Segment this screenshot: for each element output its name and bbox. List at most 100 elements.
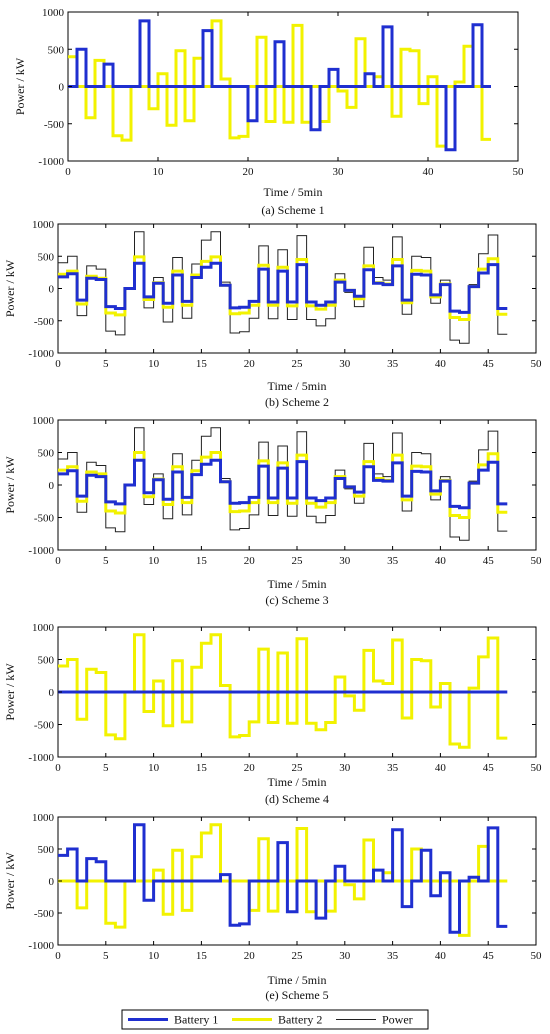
y-tick-label: 0 — [59, 82, 65, 94]
series-line-battery-1 — [68, 19, 491, 152]
x-tick-label: 45 — [483, 555, 495, 567]
y-tick-label: 1000 — [32, 219, 55, 231]
y-tick-label: -500 — [34, 513, 55, 525]
x-tick-label: 40 — [423, 166, 435, 178]
x-tick-label: 10 — [148, 358, 160, 370]
x-tick-label: 40 — [435, 555, 447, 567]
y-tick-label: -1000 — [28, 940, 54, 952]
x-axis-label: Time / 5min — [264, 185, 323, 199]
x-tick-label: 5 — [103, 950, 109, 962]
legend-label-battery-2: Battery 2 — [278, 1013, 322, 1027]
y-tick-label: 500 — [38, 448, 55, 460]
x-tick-label: 10 — [148, 762, 160, 774]
x-tick-label: 0 — [65, 166, 71, 178]
chart-panel: 0 10 20 30 40 50 1000 500 0 -500 -1000 Time / 5min P… — [13, 7, 524, 217]
y-tick-label: 0 — [49, 876, 55, 888]
y-tick-label: 500 — [38, 844, 55, 856]
x-tick-label: 40 — [435, 950, 447, 962]
y-tick-label: 500 — [38, 251, 55, 263]
x-tick-label: 35 — [387, 950, 399, 962]
x-tick-label: 50 — [513, 166, 525, 178]
x-tick-label: 5 — [103, 358, 109, 370]
y-tick-label: -500 — [34, 908, 55, 920]
x-tick-label: 30 — [339, 762, 351, 774]
y-tick-label: -1000 — [28, 752, 54, 764]
y-tick-label: 1000 — [32, 415, 55, 427]
y-tick-label: 0 — [49, 687, 55, 699]
y-tick-label: 500 — [48, 44, 65, 56]
x-tick-label: 25 — [292, 762, 304, 774]
x-tick-label: 15 — [196, 358, 208, 370]
x-tick-label: 35 — [387, 358, 399, 370]
series-line-battery-2 — [58, 633, 508, 749]
x-axis-label: Time / 5min — [268, 577, 327, 591]
chart-panel: 0 5 10 15 20 25 30 35 40 45 50 1000 500 0 -500 -1000 Tim… — [3, 622, 542, 806]
x-tick-label: 20 — [244, 358, 256, 370]
chart-panel: 0 5 10 15 20 25 30 35 40 45 50 1000 500 0 -500 -1000 Tim… — [3, 415, 542, 607]
x-axis-label: Time / 5min — [268, 775, 327, 789]
y-tick-label: -1000 — [28, 348, 54, 360]
x-tick-label: 5 — [103, 555, 109, 567]
y-axis-label: Power / kW — [3, 456, 17, 514]
x-tick-label: 50 — [531, 555, 543, 567]
legend: Battery 1 Battery 2 Power — [121, 1009, 429, 1030]
legend-label-power: Power — [382, 1013, 413, 1027]
x-tick-label: 45 — [483, 950, 495, 962]
panel-caption: (b) Scheme 2 — [265, 395, 329, 409]
x-tick-label: 0 — [55, 358, 61, 370]
x-tick-label: 50 — [531, 762, 543, 774]
y-axis-label: Power / kW — [3, 852, 17, 910]
x-tick-label: 0 — [55, 762, 61, 774]
panel-caption: (a) Scheme 1 — [261, 203, 324, 217]
x-tick-label: 50 — [531, 950, 543, 962]
x-tick-label: 40 — [435, 358, 447, 370]
x-tick-label: 30 — [339, 555, 351, 567]
series-line-battery-1 — [58, 261, 508, 314]
x-tick-label: 10 — [148, 555, 160, 567]
series-line-battery-1 — [58, 458, 508, 510]
x-tick-label: 15 — [196, 762, 208, 774]
x-tick-label: 20 — [243, 166, 255, 178]
y-tick-label: 1000 — [32, 812, 55, 824]
x-tick-label: 20 — [244, 950, 256, 962]
x-tick-label: 15 — [196, 555, 208, 567]
x-tick-label: 35 — [387, 555, 399, 567]
x-tick-label: 45 — [483, 358, 495, 370]
y-tick-label: -500 — [34, 316, 55, 328]
panel-caption: (c) Scheme 3 — [265, 593, 328, 607]
y-tick-label: 0 — [49, 284, 55, 296]
x-tick-label: 40 — [435, 762, 447, 774]
panel-caption: (d) Scheme 4 — [265, 792, 329, 806]
y-tick-label: -500 — [34, 720, 55, 732]
x-tick-label: 25 — [292, 555, 304, 567]
legend-box — [121, 1009, 429, 1030]
y-axis-label: Power / kW — [3, 663, 17, 721]
y-tick-label: 0 — [49, 480, 55, 492]
y-tick-label: 1000 — [32, 622, 55, 634]
series-line-battery-1 — [58, 823, 508, 934]
x-tick-label: 0 — [55, 555, 61, 567]
x-tick-label: 20 — [244, 762, 256, 774]
x-tick-label: 35 — [387, 762, 399, 774]
x-tick-label: 45 — [483, 762, 495, 774]
x-tick-label: 30 — [333, 166, 345, 178]
x-tick-label: 15 — [196, 950, 208, 962]
y-tick-label: 1000 — [42, 7, 65, 19]
chart-panel: 0 5 10 15 20 25 30 35 40 45 50 1000 500 0 -500 -1000 Tim… — [3, 219, 542, 409]
x-tick-label: 30 — [339, 950, 351, 962]
x-tick-label: 10 — [148, 950, 160, 962]
y-axis-label: Power / kW — [3, 259, 17, 317]
y-tick-label: -500 — [44, 119, 65, 131]
chart-panel: 0 5 10 15 20 25 30 35 40 45 50 1000 500 0 -500 -1000 Tim… — [3, 812, 542, 1002]
panel-caption: (e) Scheme 5 — [265, 988, 328, 1002]
x-tick-label: 50 — [531, 358, 543, 370]
y-tick-label: 500 — [38, 655, 55, 667]
x-axis-label: Time / 5min — [268, 379, 327, 393]
x-tick-label: 0 — [55, 950, 61, 962]
x-tick-label: 10 — [153, 166, 165, 178]
legend-label-battery-1: Battery 1 — [174, 1013, 218, 1027]
x-tick-label: 20 — [244, 555, 256, 567]
x-axis-label: Time / 5min — [268, 973, 327, 987]
